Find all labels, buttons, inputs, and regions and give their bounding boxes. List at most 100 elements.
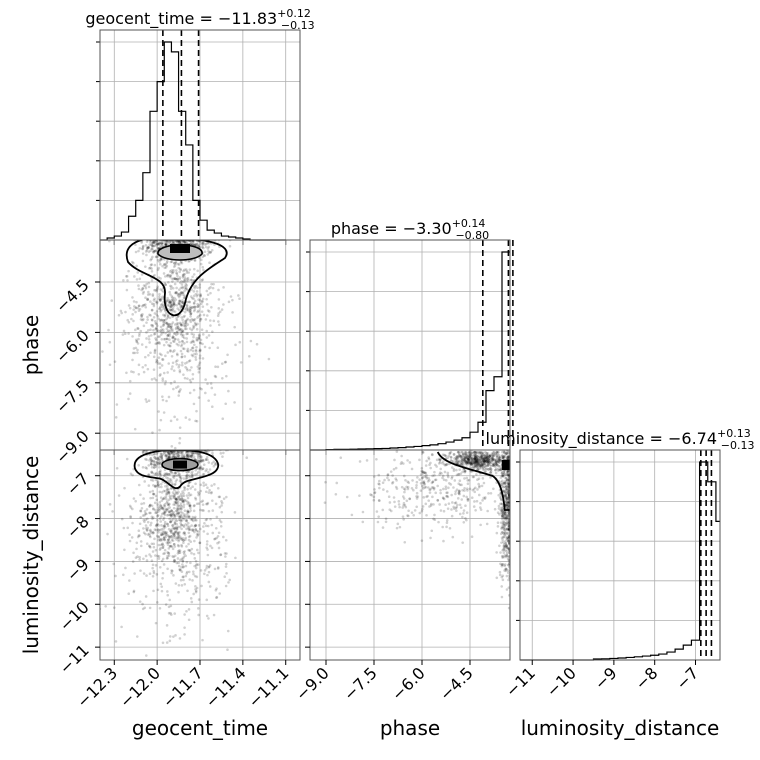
sample-point	[482, 458, 486, 461]
sample-point	[182, 550, 186, 554]
sample-point	[200, 584, 203, 588]
sample-point	[202, 472, 206, 476]
sample-point	[182, 539, 185, 542]
sample-point	[238, 340, 242, 344]
sample-point	[492, 464, 495, 468]
sample-point	[174, 277, 177, 281]
sample-point	[455, 468, 458, 472]
sample-point	[158, 501, 162, 504]
sample-point	[143, 509, 147, 513]
sample-point	[176, 532, 180, 536]
sample-point	[460, 459, 463, 462]
sample-point	[191, 372, 195, 376]
sample-point	[158, 352, 162, 356]
sample-point	[146, 298, 150, 301]
sample-point	[152, 589, 155, 593]
sample-point	[177, 301, 181, 305]
sample-point	[137, 334, 141, 337]
sample-point	[475, 473, 478, 476]
sample-point	[416, 476, 419, 479]
sample-point	[395, 487, 399, 490]
sample-point	[177, 390, 181, 394]
sample-point	[481, 463, 484, 467]
sample-point	[183, 241, 187, 245]
sample-point	[153, 537, 156, 541]
sample-point	[500, 472, 504, 475]
sample-point	[140, 506, 144, 510]
sample-point	[444, 463, 448, 467]
sample-point	[476, 463, 479, 467]
sample-point	[160, 241, 163, 245]
sample-point	[378, 483, 381, 486]
sample-point	[486, 463, 490, 467]
sample-point	[507, 500, 510, 504]
scatter-panel-geocent_time-luminosity_distance	[95, 449, 301, 665]
sample-point	[501, 489, 505, 492]
sample-point	[458, 512, 462, 516]
sample-point	[482, 468, 486, 472]
sample-point	[455, 457, 459, 461]
sample-point	[188, 359, 192, 362]
sample-point	[423, 475, 427, 478]
sample-point	[165, 322, 168, 325]
sample-point	[146, 246, 150, 250]
sample-point	[497, 493, 501, 497]
sample-point	[491, 458, 495, 461]
sample-point	[170, 538, 174, 542]
sample-point	[114, 640, 118, 643]
sample-point	[170, 240, 173, 243]
sample-point	[156, 508, 160, 512]
sample-point	[177, 564, 181, 568]
sample-point	[184, 536, 188, 540]
sample-point	[178, 473, 181, 476]
sample-point	[163, 524, 166, 528]
sample-point	[152, 299, 156, 302]
sample-point	[125, 274, 128, 278]
sample-point	[166, 488, 169, 491]
sample-point	[489, 461, 492, 465]
sample-point	[122, 329, 126, 333]
sample-point	[151, 531, 154, 535]
sample-point	[473, 450, 477, 454]
sample-point	[501, 454, 504, 457]
sample-point	[160, 589, 164, 593]
sample-point	[190, 472, 193, 475]
sample-point	[507, 479, 510, 483]
sample-point	[456, 450, 460, 454]
sample-point	[164, 472, 168, 476]
sample-point	[171, 450, 175, 454]
sample-point	[163, 513, 167, 517]
sample-point	[191, 470, 194, 473]
sample-point	[213, 462, 217, 466]
sample-point	[500, 554, 504, 558]
sample-point	[167, 552, 171, 555]
sample-point	[473, 453, 476, 457]
sample-point	[147, 399, 151, 403]
sample-point	[165, 557, 169, 560]
sample-point	[148, 545, 152, 548]
sample-point	[500, 595, 504, 599]
sample-point	[153, 485, 157, 489]
sample-point	[480, 446, 483, 449]
sample-point	[220, 464, 224, 468]
sample-point	[507, 497, 510, 500]
sample-point	[172, 302, 176, 305]
x-tick-label: −6.0	[388, 663, 429, 704]
sample-point	[438, 458, 441, 462]
sample-point	[185, 560, 189, 564]
sample-point	[419, 473, 423, 476]
sample-point	[146, 298, 149, 301]
sample-point	[135, 340, 139, 344]
sample-point	[198, 283, 202, 286]
sample-point	[495, 450, 499, 454]
sample-point	[163, 531, 167, 535]
sample-point	[170, 295, 174, 298]
sample-point	[162, 371, 166, 375]
sample-point	[153, 297, 156, 301]
sample-point	[169, 382, 173, 385]
sample-point	[183, 531, 187, 535]
sample-point	[152, 569, 156, 573]
sample-point	[161, 304, 165, 307]
sample-point	[193, 286, 196, 290]
sample-point	[466, 461, 470, 464]
